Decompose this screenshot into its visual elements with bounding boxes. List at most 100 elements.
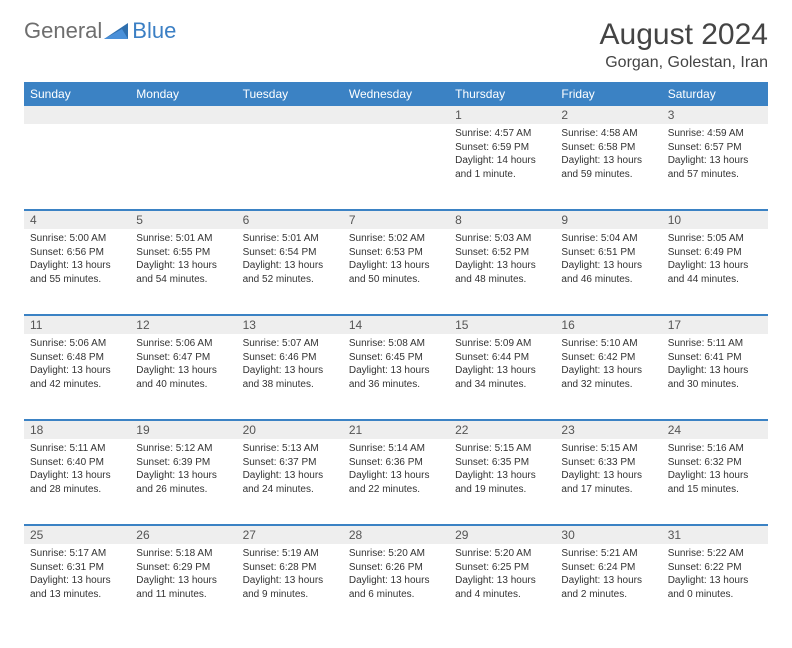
weekday-header: Saturday	[662, 82, 768, 106]
sunset-text: Sunset: 6:56 PM	[30, 246, 124, 260]
day-details: Sunrise: 5:16 AMSunset: 6:32 PMDaylight:…	[662, 439, 768, 502]
day-cell: Sunrise: 4:59 AMSunset: 6:57 PMDaylight:…	[662, 124, 768, 210]
sunset-text: Sunset: 6:52 PM	[455, 246, 549, 260]
weekday-header: Monday	[130, 82, 236, 106]
day-number: 9	[555, 210, 661, 229]
sunset-text: Sunset: 6:42 PM	[561, 351, 655, 365]
day-number: 22	[449, 420, 555, 439]
day-number: 21	[343, 420, 449, 439]
day-cell: Sunrise: 5:07 AMSunset: 6:46 PMDaylight:…	[237, 334, 343, 420]
day-number: 10	[662, 210, 768, 229]
day-details: Sunrise: 5:00 AMSunset: 6:56 PMDaylight:…	[24, 229, 130, 292]
sunset-text: Sunset: 6:53 PM	[349, 246, 443, 260]
day-cell: Sunrise: 5:01 AMSunset: 6:54 PMDaylight:…	[237, 229, 343, 315]
sunrise-text: Sunrise: 4:59 AM	[668, 127, 762, 141]
day-details: Sunrise: 5:22 AMSunset: 6:22 PMDaylight:…	[662, 544, 768, 607]
daylight-text: Daylight: 13 hours and 6 minutes.	[349, 574, 443, 601]
day-details: Sunrise: 5:04 AMSunset: 6:51 PMDaylight:…	[555, 229, 661, 292]
daynum-row: 45678910	[24, 210, 768, 229]
sunset-text: Sunset: 6:36 PM	[349, 456, 443, 470]
sunset-text: Sunset: 6:41 PM	[668, 351, 762, 365]
sunset-text: Sunset: 6:55 PM	[136, 246, 230, 260]
day-details: Sunrise: 5:11 AMSunset: 6:40 PMDaylight:…	[24, 439, 130, 502]
content-row: Sunrise: 4:57 AMSunset: 6:59 PMDaylight:…	[24, 124, 768, 210]
day-cell: Sunrise: 5:18 AMSunset: 6:29 PMDaylight:…	[130, 544, 236, 630]
daylight-text: Daylight: 13 hours and 24 minutes.	[243, 469, 337, 496]
sunset-text: Sunset: 6:58 PM	[561, 141, 655, 155]
day-cell: Sunrise: 5:15 AMSunset: 6:35 PMDaylight:…	[449, 439, 555, 525]
daylight-text: Daylight: 13 hours and 0 minutes.	[668, 574, 762, 601]
daylight-text: Daylight: 13 hours and 38 minutes.	[243, 364, 337, 391]
day-cell: Sunrise: 5:03 AMSunset: 6:52 PMDaylight:…	[449, 229, 555, 315]
day-number: 3	[662, 106, 768, 124]
day-details: Sunrise: 5:02 AMSunset: 6:53 PMDaylight:…	[343, 229, 449, 292]
content-row: Sunrise: 5:06 AMSunset: 6:48 PMDaylight:…	[24, 334, 768, 420]
day-details: Sunrise: 5:10 AMSunset: 6:42 PMDaylight:…	[555, 334, 661, 397]
sunset-text: Sunset: 6:54 PM	[243, 246, 337, 260]
day-number: 11	[24, 315, 130, 334]
sunrise-text: Sunrise: 5:16 AM	[668, 442, 762, 456]
day-details: Sunrise: 5:01 AMSunset: 6:54 PMDaylight:…	[237, 229, 343, 292]
sunset-text: Sunset: 6:48 PM	[30, 351, 124, 365]
sunrise-text: Sunrise: 5:12 AM	[136, 442, 230, 456]
day-cell: Sunrise: 5:16 AMSunset: 6:32 PMDaylight:…	[662, 439, 768, 525]
day-cell	[237, 124, 343, 210]
daylight-text: Daylight: 13 hours and 15 minutes.	[668, 469, 762, 496]
sunset-text: Sunset: 6:47 PM	[136, 351, 230, 365]
sunset-text: Sunset: 6:28 PM	[243, 561, 337, 575]
sunrise-text: Sunrise: 5:18 AM	[136, 547, 230, 561]
sunrise-text: Sunrise: 5:09 AM	[455, 337, 549, 351]
sunrise-text: Sunrise: 5:15 AM	[455, 442, 549, 456]
brand-part2: Blue	[132, 18, 176, 44]
daylight-text: Daylight: 13 hours and 22 minutes.	[349, 469, 443, 496]
day-cell: Sunrise: 5:21 AMSunset: 6:24 PMDaylight:…	[555, 544, 661, 630]
day-number: 5	[130, 210, 236, 229]
sunrise-text: Sunrise: 5:19 AM	[243, 547, 337, 561]
day-number: 7	[343, 210, 449, 229]
sunrise-text: Sunrise: 5:06 AM	[30, 337, 124, 351]
day-cell: Sunrise: 4:57 AMSunset: 6:59 PMDaylight:…	[449, 124, 555, 210]
sunset-text: Sunset: 6:33 PM	[561, 456, 655, 470]
daylight-text: Daylight: 13 hours and 59 minutes.	[561, 154, 655, 181]
sunset-text: Sunset: 6:24 PM	[561, 561, 655, 575]
day-number	[237, 106, 343, 124]
day-cell: Sunrise: 5:12 AMSunset: 6:39 PMDaylight:…	[130, 439, 236, 525]
day-details: Sunrise: 5:14 AMSunset: 6:36 PMDaylight:…	[343, 439, 449, 502]
day-details: Sunrise: 5:20 AMSunset: 6:25 PMDaylight:…	[449, 544, 555, 607]
day-cell: Sunrise: 5:00 AMSunset: 6:56 PMDaylight:…	[24, 229, 130, 315]
day-number: 30	[555, 525, 661, 544]
sunrise-text: Sunrise: 4:57 AM	[455, 127, 549, 141]
sunrise-text: Sunrise: 5:06 AM	[136, 337, 230, 351]
day-details: Sunrise: 5:15 AMSunset: 6:33 PMDaylight:…	[555, 439, 661, 502]
day-number: 2	[555, 106, 661, 124]
day-number: 12	[130, 315, 236, 334]
sunrise-text: Sunrise: 5:20 AM	[349, 547, 443, 561]
day-cell: Sunrise: 5:22 AMSunset: 6:22 PMDaylight:…	[662, 544, 768, 630]
weekday-header-row: Sunday Monday Tuesday Wednesday Thursday…	[24, 82, 768, 106]
sunset-text: Sunset: 6:26 PM	[349, 561, 443, 575]
day-cell: Sunrise: 4:58 AMSunset: 6:58 PMDaylight:…	[555, 124, 661, 210]
day-details: Sunrise: 5:07 AMSunset: 6:46 PMDaylight:…	[237, 334, 343, 397]
day-number: 16	[555, 315, 661, 334]
sunrise-text: Sunrise: 5:00 AM	[30, 232, 124, 246]
calendar-table: Sunday Monday Tuesday Wednesday Thursday…	[24, 82, 768, 630]
weekday-header: Friday	[555, 82, 661, 106]
sunset-text: Sunset: 6:51 PM	[561, 246, 655, 260]
daylight-text: Daylight: 13 hours and 2 minutes.	[561, 574, 655, 601]
day-details: Sunrise: 4:58 AMSunset: 6:58 PMDaylight:…	[555, 124, 661, 187]
day-number	[343, 106, 449, 124]
sunrise-text: Sunrise: 5:21 AM	[561, 547, 655, 561]
sunrise-text: Sunrise: 5:05 AM	[668, 232, 762, 246]
content-row: Sunrise: 5:00 AMSunset: 6:56 PMDaylight:…	[24, 229, 768, 315]
brand-part1: General	[24, 18, 102, 44]
day-cell: Sunrise: 5:08 AMSunset: 6:45 PMDaylight:…	[343, 334, 449, 420]
day-number: 18	[24, 420, 130, 439]
day-number: 25	[24, 525, 130, 544]
day-cell: Sunrise: 5:02 AMSunset: 6:53 PMDaylight:…	[343, 229, 449, 315]
day-details: Sunrise: 5:21 AMSunset: 6:24 PMDaylight:…	[555, 544, 661, 607]
day-cell: Sunrise: 5:19 AMSunset: 6:28 PMDaylight:…	[237, 544, 343, 630]
daylight-text: Daylight: 13 hours and 9 minutes.	[243, 574, 337, 601]
sunset-text: Sunset: 6:45 PM	[349, 351, 443, 365]
day-details: Sunrise: 5:20 AMSunset: 6:26 PMDaylight:…	[343, 544, 449, 607]
day-details: Sunrise: 5:09 AMSunset: 6:44 PMDaylight:…	[449, 334, 555, 397]
